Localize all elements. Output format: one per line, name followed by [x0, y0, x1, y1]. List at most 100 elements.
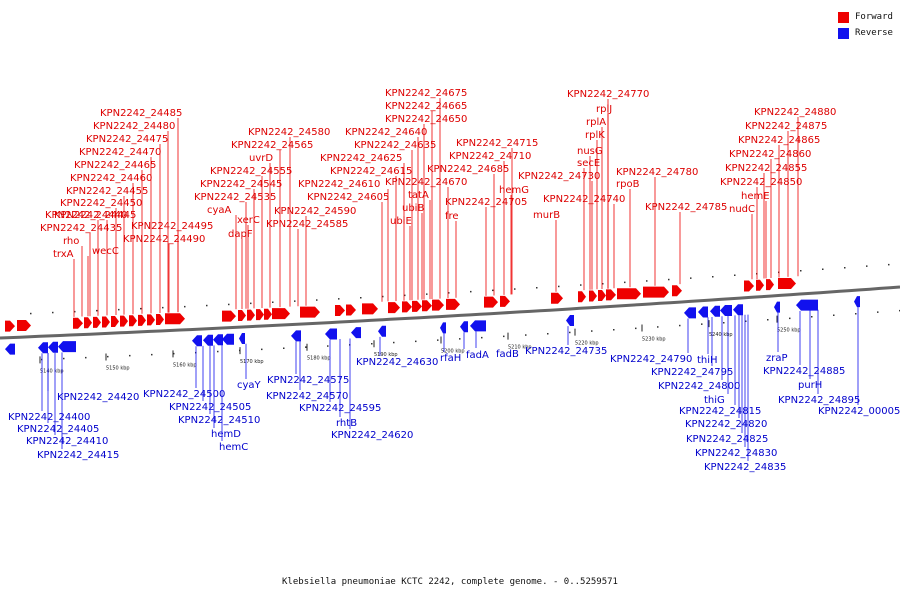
reverse-gene-arrow [684, 307, 696, 319]
forward-gene-label: rho [63, 236, 79, 247]
track-dots [30, 263, 900, 361]
track-dot [448, 292, 450, 294]
track-dot [459, 338, 461, 340]
track-dot [151, 353, 153, 356]
forward-labels: KPN2242_24485 KPN2242_24480 KPN2242_24475 K… [40, 88, 836, 317]
reverse-gene-label: KPN2242_24735 [525, 346, 607, 357]
reverse-gene-label: KPN2242_24400 [8, 412, 90, 423]
track-dot [734, 274, 736, 276]
forward-gene-arrow [446, 298, 460, 310]
forward-gene-label: KPN2242_24460 [70, 173, 152, 184]
forward-gene-arrow [402, 301, 412, 313]
forward-gene-label: KPN2242_24555 [210, 166, 292, 177]
forward-gene-label: KPN2242_24440 [45, 210, 127, 221]
track-dot [723, 322, 725, 324]
track-dot [261, 348, 263, 351]
reverse-gene-label: KPN2242_24405 [17, 424, 99, 435]
track-dot [415, 340, 417, 343]
backbone-line [0, 285, 900, 340]
track-dot [184, 305, 186, 308]
track-dot [888, 263, 890, 266]
reverse-gene-arrow [351, 327, 361, 339]
forward-gene-arrow [165, 313, 185, 325]
tick-label: 5210 kbp [508, 345, 532, 351]
forward-gene-arrow [147, 314, 155, 326]
legend-item-reverse[interactable]: Reverse [838, 25, 893, 41]
reverse-gene-label: KPN2242_24895 [778, 395, 860, 406]
forward-gene-label: xerC [237, 215, 260, 226]
forward-gene-arrow [606, 289, 616, 301]
forward-gene-label: secE [577, 158, 600, 169]
forward-gene-arrow [578, 291, 586, 303]
reverse-gene-arrow [325, 328, 337, 340]
reverse-gene-label: KPN2242_24570 [266, 391, 348, 402]
track-dot [426, 293, 428, 295]
track-dot [228, 303, 230, 306]
forward-gene-label: nudC [729, 204, 755, 215]
forward-gene-label: KPN2242_24850 [720, 177, 802, 188]
tick-label: 5240 kbp [709, 332, 733, 338]
track-dot [569, 331, 571, 334]
forward-genes [5, 277, 796, 332]
track-dot [305, 346, 307, 348]
forward-gene-label: trxA [53, 249, 74, 260]
reverse-gene-arrow [774, 301, 780, 313]
reverse-gene-label: KPN2242_00005 [818, 406, 900, 417]
track-dot [206, 304, 208, 307]
forward-gene-arrow [551, 292, 563, 304]
track-dot [96, 309, 98, 312]
reverse-gene-label: KPN2242_24620 [331, 430, 413, 441]
forward-gene-arrow [129, 315, 137, 327]
reverse-gene-label: thiH [697, 355, 718, 366]
track-dot [547, 333, 549, 335]
reverse-gene-arrow [796, 299, 818, 311]
reverse-gene-arrow [710, 305, 720, 317]
forward-gene-label: KPN2242_24490 [123, 234, 205, 245]
reverse-gene-label: hemD [211, 429, 241, 440]
forward-gene-label: KPN2242_24590 [274, 206, 356, 217]
forward-gene-label: wecC [92, 246, 119, 257]
track-dot [382, 295, 384, 298]
forward-gene-label: cyaA [207, 205, 232, 216]
forward-gene-label: KPN2242_24705 [445, 197, 527, 208]
track-dot [624, 281, 626, 284]
reverse-gene-arrow [733, 304, 743, 316]
forward-gene-label: KPN2242_24435 [40, 223, 122, 234]
reverse-gene-arrow [291, 330, 301, 342]
reverse-gene-label: purH [798, 380, 822, 391]
forward-gene-label: KPN2242_24880 [754, 107, 836, 118]
reverse-gene-label: thiG [704, 395, 725, 406]
tick-label: 5160 kbp [173, 362, 197, 368]
forward-gene-label: ubiB [402, 203, 424, 214]
track-dot [217, 350, 219, 353]
forward-gene-arrow [778, 277, 796, 289]
forward-gene-label: KPN2242_24475 [86, 134, 168, 145]
reverse-gene-arrow [5, 343, 15, 355]
reverse-genes [5, 296, 860, 355]
forward-gene-label: KPN2242_24565 [231, 140, 313, 151]
forward-gene-label: KPN2242_24605 [307, 192, 389, 203]
forward-gene-arrow [120, 315, 128, 327]
track-dot [580, 284, 582, 286]
forward-gene-label: KPN2242_24480 [93, 121, 175, 132]
tick-label: 5220 kbp [575, 341, 599, 347]
reverse-gene-arrow [38, 342, 48, 354]
forward-gene-arrow [756, 279, 764, 291]
forward-gene-label: KPN2242_24445 [54, 210, 136, 221]
forward-gene-arrow [17, 320, 31, 332]
reverse-gene-label: fadA [466, 350, 489, 361]
forward-gene-arrow [362, 303, 378, 315]
track-dot [514, 288, 516, 290]
legend-swatch-reverse [838, 27, 849, 39]
reverse-gene-arrow [58, 341, 76, 353]
reverse-gene-label: KPN2242_24510 [178, 415, 260, 426]
forward-gene-label: ubiE [390, 216, 412, 227]
reverse-gene-label: fadB [496, 349, 519, 360]
reverse-gene-arrow [239, 333, 245, 345]
forward-gene-label: KPN2242_24785 [645, 202, 727, 213]
legend-item-forward[interactable]: Forward [838, 9, 893, 25]
forward-gene-arrow [5, 320, 15, 332]
forward-gene-arrow [93, 316, 101, 328]
reverse-gene-label: KPN2242_24835 [704, 462, 786, 473]
forward-gene-label: fre [445, 211, 459, 222]
